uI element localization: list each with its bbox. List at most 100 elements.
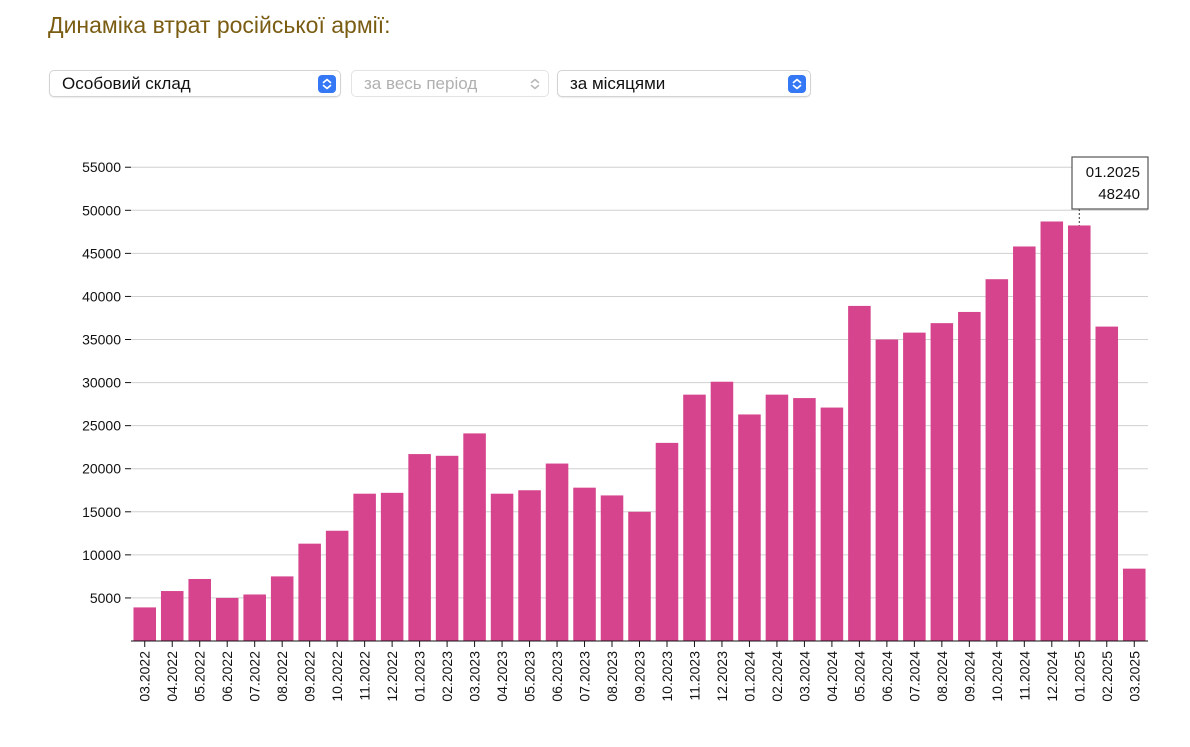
x-tick-label: 08.2023 <box>604 651 620 702</box>
bar[interactable] <box>573 487 596 641</box>
bar[interactable] <box>518 490 541 641</box>
y-tick-label: 45000 <box>82 245 121 261</box>
tooltip: 01.2025 48240 <box>1071 156 1149 226</box>
bar[interactable] <box>160 591 184 641</box>
x-tick-label: 06.2022 <box>219 651 235 702</box>
x-tick-label: 08.2022 <box>274 651 290 702</box>
x-tick-label: 09.2023 <box>632 651 648 702</box>
x-tick-label: 07.2022 <box>247 651 263 702</box>
bar[interactable] <box>820 407 844 641</box>
x-tick-label: 09.2024 <box>961 651 977 702</box>
period-select: за весь період <box>351 70 549 97</box>
x-tick-label: 10.2023 <box>659 651 675 702</box>
x-tick-label: 09.2022 <box>302 651 318 702</box>
x-tick-label: 11.2022 <box>357 651 373 701</box>
tooltip-box <box>1071 156 1149 210</box>
bar[interactable] <box>848 305 871 641</box>
bar[interactable] <box>1095 326 1119 641</box>
y-tick-label: 10000 <box>82 547 121 563</box>
bar[interactable] <box>985 279 1009 641</box>
period-select-value: за весь період <box>364 74 478 93</box>
category-select-value: Особовий склад <box>62 74 191 93</box>
x-tick-label: 02.2023 <box>439 651 455 702</box>
y-tick-label: 40000 <box>82 288 121 304</box>
x-tick-label: 06.2024 <box>879 651 895 702</box>
grouping-select[interactable]: за місяцями <box>557 70 811 97</box>
bar[interactable] <box>765 394 789 641</box>
bar[interactable] <box>958 311 981 641</box>
y-tick-label: 30000 <box>82 375 121 391</box>
bar[interactable] <box>710 381 734 641</box>
y-axis-labels: 5000 10000 15000 20000 25000 30000 35000 40000 4… <box>82 159 131 606</box>
bar[interactable] <box>903 332 926 641</box>
bar[interactable] <box>1040 221 1064 641</box>
x-tick-label: 01.2024 <box>741 651 757 702</box>
x-tick-label: 07.2024 <box>906 651 922 702</box>
y-tick-label: 20000 <box>82 461 121 477</box>
x-tick-label: 12.2022 <box>384 651 400 702</box>
page-title: Динаміка втрат російської армії: <box>48 12 391 38</box>
x-tick-label: 01.2023 <box>412 651 428 702</box>
x-tick-label: 11.2024 <box>1016 651 1032 701</box>
bar[interactable] <box>628 511 651 641</box>
bar[interactable] <box>380 492 404 641</box>
bar[interactable] <box>270 576 294 641</box>
grouping-select-value: за місяцями <box>570 74 666 93</box>
y-tick-label: 55000 <box>82 159 121 175</box>
x-tick-label: 01.2025 <box>1071 651 1087 702</box>
bar[interactable] <box>188 578 211 641</box>
x-tick-label: 10.2022 <box>329 651 345 702</box>
bar[interactable] <box>215 597 239 641</box>
x-tick-label: 03.2025 <box>1126 651 1142 702</box>
bar[interactable] <box>875 339 899 641</box>
chevron-updown-icon <box>318 75 336 93</box>
y-tick-label: 50000 <box>82 202 121 218</box>
bar[interactable] <box>930 323 954 641</box>
x-tick-label: 02.2024 <box>769 651 785 702</box>
x-tick-label: 07.2023 <box>577 651 593 702</box>
chevron-updown-icon <box>526 75 544 93</box>
bar[interactable] <box>1068 225 1091 641</box>
x-tick-label: 04.2024 <box>824 651 840 702</box>
x-tick-label: 04.2022 <box>164 651 180 702</box>
bar[interactable] <box>600 495 624 641</box>
bar[interactable] <box>408 454 431 641</box>
bar[interactable] <box>435 455 459 641</box>
x-tick-label: 12.2023 <box>714 651 730 702</box>
bar[interactable] <box>353 493 376 641</box>
x-tick-label: 05.2024 <box>851 651 867 702</box>
bar[interactable] <box>683 394 706 641</box>
x-tick-label: 03.2023 <box>467 651 483 702</box>
bar[interactable] <box>793 398 816 641</box>
x-tick-label: 06.2023 <box>549 651 565 702</box>
bar[interactable] <box>243 594 266 641</box>
x-tick-label: 03.2024 <box>796 651 812 702</box>
bar[interactable] <box>463 433 486 641</box>
bar[interactable] <box>490 493 514 641</box>
chevron-updown-icon <box>788 75 806 93</box>
y-tick-label: 35000 <box>82 332 121 348</box>
bar[interactable] <box>1013 246 1036 642</box>
x-tick-label: 11.2023 <box>686 651 702 701</box>
x-tick-label: 12.2024 <box>1044 651 1060 702</box>
tooltip-category: 01.2025 <box>1086 164 1140 181</box>
bar[interactable] <box>298 543 321 641</box>
category-select[interactable]: Особовий склад <box>49 70 341 97</box>
x-tick-label: 10.2024 <box>989 651 1005 702</box>
y-tick-label: 25000 <box>82 418 121 434</box>
bar[interactable] <box>133 607 157 641</box>
x-tick-label: 05.2023 <box>522 651 538 702</box>
bar[interactable] <box>1122 568 1146 641</box>
bar[interactable] <box>738 414 761 641</box>
x-tick-label: 08.2024 <box>934 651 950 702</box>
x-tick-label: 05.2022 <box>192 651 208 702</box>
bar[interactable] <box>325 530 349 641</box>
y-tick-label: 5000 <box>90 590 121 606</box>
bar[interactable] <box>655 442 679 641</box>
x-axis: 03.2022 04.2022 05.2022 06.2022 07.2022 08.20… <box>131 640 1148 702</box>
x-tick-label: 03.2022 <box>137 651 153 702</box>
bar[interactable] <box>545 463 569 641</box>
x-tick-label: 02.2025 <box>1099 651 1115 702</box>
x-tick-label: 04.2023 <box>494 651 510 702</box>
y-tick-label: 15000 <box>82 504 121 520</box>
